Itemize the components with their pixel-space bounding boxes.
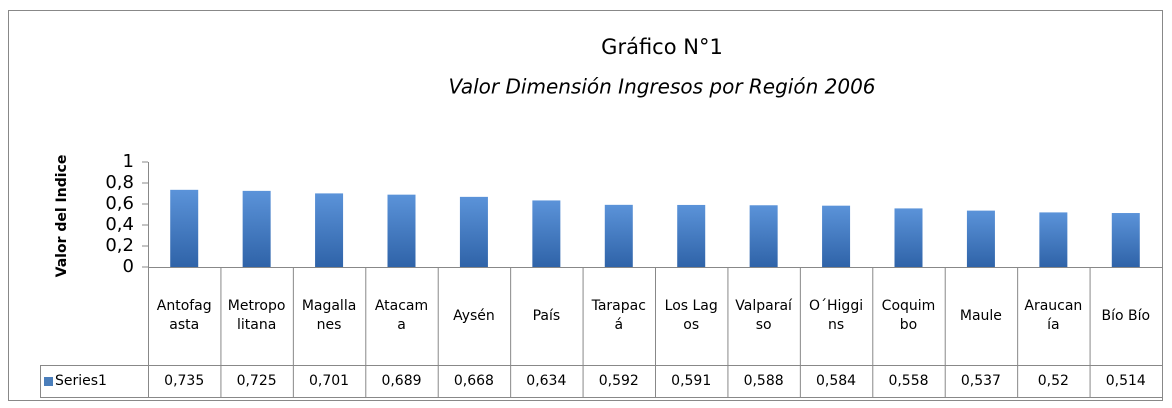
chart-title: Gráfico N°1 xyxy=(601,35,723,59)
bar xyxy=(1111,213,1140,267)
legend-swatch xyxy=(44,376,53,386)
category-label: Maule xyxy=(959,307,1002,324)
value-label: 0,725 xyxy=(236,372,277,389)
category-label: Metropolitana xyxy=(227,298,286,333)
chart-subtitle: Valor Dimensión Ingresos por Región 2006 xyxy=(448,75,875,99)
value-label: 0,592 xyxy=(598,372,639,389)
category-label: Antofagasta xyxy=(156,298,212,333)
value-label: 0,735 xyxy=(164,372,205,389)
y-tick-label: 0,2 xyxy=(105,235,134,256)
category-label: Valparaíso xyxy=(735,298,792,333)
bar xyxy=(387,194,416,267)
y-tick-label: 0,8 xyxy=(105,172,134,193)
category-label: O´Higgins xyxy=(809,298,864,333)
category-label: Coquimbo xyxy=(881,298,936,333)
value-label: 0,514 xyxy=(1105,372,1146,389)
bar xyxy=(822,205,851,267)
category-label: Tarapacá xyxy=(591,298,646,333)
y-tick-label: 0,4 xyxy=(105,214,134,235)
value-label: 0,634 xyxy=(526,372,567,389)
bar xyxy=(677,204,706,267)
bar xyxy=(242,190,271,267)
y-tick-label: 0,6 xyxy=(105,193,134,214)
value-label: 0,701 xyxy=(309,372,350,389)
bar xyxy=(749,205,778,267)
bar xyxy=(966,210,995,267)
legend-label: Series1 xyxy=(55,373,107,389)
y-axis-label: Valor del Indice xyxy=(54,155,70,278)
value-label: 0,584 xyxy=(816,372,857,389)
value-label: 0,558 xyxy=(888,372,929,389)
bar xyxy=(894,208,923,267)
value-label: 0,668 xyxy=(453,372,494,389)
category-label: Araucanía xyxy=(1024,298,1083,333)
chart-border xyxy=(8,10,1163,401)
bar xyxy=(170,189,199,267)
bar xyxy=(1039,212,1068,267)
category-label: Los Lagos xyxy=(664,298,718,333)
category-label: Bío Bío xyxy=(1101,307,1151,324)
value-label: 0,689 xyxy=(381,372,422,389)
bar xyxy=(459,196,488,267)
bar xyxy=(604,204,633,267)
value-label: 0,591 xyxy=(671,372,712,389)
category-label: País xyxy=(532,307,561,324)
value-label: 0,588 xyxy=(743,372,784,389)
y-tick-label: 0 xyxy=(123,256,134,277)
legend: Series1 xyxy=(44,365,107,397)
category-label: Aysén xyxy=(453,307,495,324)
value-label: 0,52 xyxy=(1037,372,1069,389)
bar xyxy=(532,200,561,267)
bar xyxy=(315,193,344,267)
y-tick-label: 1 xyxy=(123,151,134,172)
category-label: Atacama xyxy=(374,298,429,333)
category-label: Magallanes xyxy=(301,298,357,333)
value-label: 0,537 xyxy=(960,372,1001,389)
